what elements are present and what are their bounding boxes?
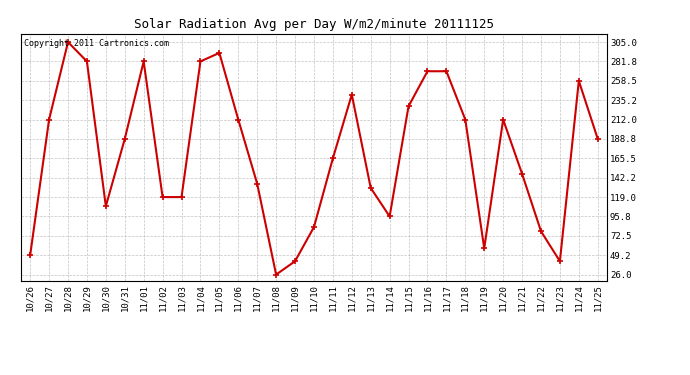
Text: Copyright 2011 Cartronics.com: Copyright 2011 Cartronics.com — [23, 39, 168, 48]
Title: Solar Radiation Avg per Day W/m2/minute 20111125: Solar Radiation Avg per Day W/m2/minute … — [134, 18, 494, 31]
